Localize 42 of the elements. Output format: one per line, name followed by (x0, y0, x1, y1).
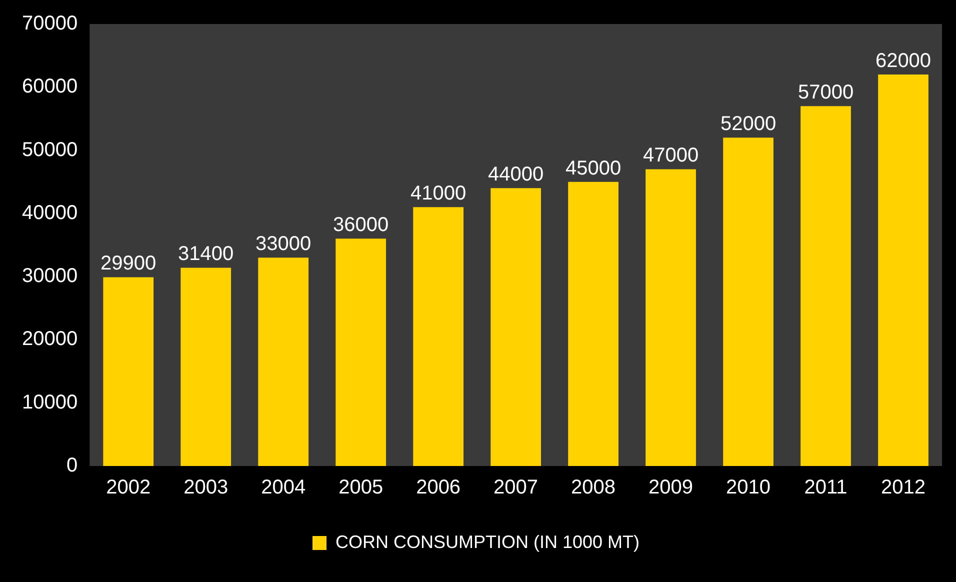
data-label: 41000 (410, 182, 466, 205)
x-tick-label: 2006 (416, 476, 461, 499)
x-tick-label: 2010 (726, 476, 771, 499)
x-tick-label: 2008 (571, 476, 616, 499)
data-label: 29900 (100, 252, 156, 275)
x-tick-label: 2009 (648, 476, 694, 499)
y-tick-label: 0 (66, 454, 78, 477)
x-tick-label: 2003 (184, 476, 228, 499)
data-label: 44000 (488, 164, 544, 186)
data-label: 52000 (720, 113, 776, 136)
data-label: 45000 (565, 157, 622, 180)
bar (800, 106, 851, 466)
data-label: 33000 (256, 233, 312, 256)
bar (490, 188, 541, 466)
data-label: 62000 (875, 50, 932, 72)
x-tick-label: 2002 (106, 476, 151, 499)
data-label: 57000 (798, 82, 854, 104)
bar (336, 238, 386, 466)
legend-label: CORN CONSUMPTION (IN 1000 MT) (335, 532, 640, 552)
x-tick-label: 2011 (804, 476, 848, 499)
y-tick-label: 60000 (22, 76, 78, 98)
data-label: 36000 (333, 214, 389, 236)
bar (258, 258, 309, 466)
x-tick-label: 2004 (261, 476, 306, 499)
y-tick-label: 20000 (22, 328, 78, 350)
bar (878, 74, 928, 466)
bar (646, 169, 696, 466)
y-tick-label: 40000 (22, 202, 78, 224)
y-tick-label: 50000 (22, 138, 78, 161)
bar (568, 182, 618, 466)
data-label: 47000 (642, 144, 699, 167)
bar (103, 277, 154, 466)
x-tick-label: 2007 (494, 476, 538, 499)
bar (180, 268, 232, 466)
y-tick-label: 70000 (22, 12, 78, 35)
y-tick-label: 10000 (22, 391, 78, 414)
bar (413, 207, 464, 466)
y-tick-label: 30000 (22, 265, 78, 288)
bar (723, 138, 774, 466)
x-tick-label: 2005 (338, 476, 384, 499)
data-label: 31400 (178, 243, 234, 266)
x-tick-label: 2012 (881, 476, 926, 499)
